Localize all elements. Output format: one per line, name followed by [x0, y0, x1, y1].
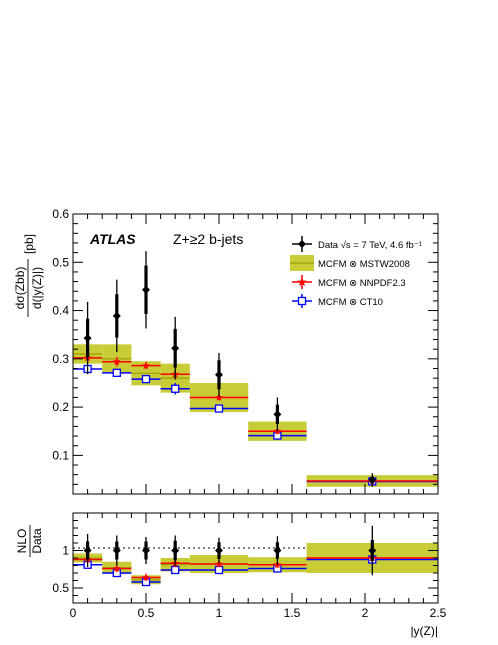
ratio-plot-frame — [72, 512, 439, 604]
main-nnpdf-marker-4 — [215, 393, 223, 401]
ratio-data-marker-1 — [112, 546, 121, 555]
main-y-tick-label: 0.6 — [52, 207, 69, 221]
atlas-label: ATLAS — [89, 231, 136, 247]
main-data-marker-3 — [171, 344, 180, 353]
y-axis-label-ratio-den: Data — [30, 528, 44, 554]
prediction-markers-main — [73, 353, 438, 486]
main-axis-ticks: 0.1 0.2 0.3 0.4 0.5 0.6 — [52, 207, 439, 495]
main-plot-frame — [72, 213, 439, 495]
y-axis-label-main-unit: [pb] — [22, 234, 36, 254]
ratio-nnpdf-marker-2 — [142, 573, 150, 581]
y-axis-label-ratio-num: NLO — [15, 529, 29, 554]
main-data-marker-6 — [368, 476, 377, 484]
y-axis-label-main-num: dσ(Zbb) — [13, 267, 27, 310]
main-nnpdf-marker-1 — [112, 357, 121, 366]
main-y-tick-label: 0.1 — [52, 448, 69, 462]
main-data-marker-2 — [142, 285, 150, 294]
ratio-data-marker-2 — [142, 546, 150, 555]
main-data-marker-5 — [273, 410, 282, 419]
legend-label-data: Data √s = 7 TeV, 4.6 fb⁻¹ — [318, 240, 422, 251]
main-y-tick-label: 0.4 — [52, 304, 69, 318]
main-data-marker-0 — [83, 334, 92, 343]
data-points-ratio — [83, 525, 377, 576]
x-tick-label: 1.5 — [284, 606, 301, 620]
y-axis-label-main: dσ(Zbb) d(|y(Z)|) [pb] — [13, 234, 44, 317]
x-tick-label: 0.5 — [138, 606, 155, 620]
ratio-data-marker-0 — [83, 546, 92, 555]
y-axis-label-main-den: d(|y(Z)|) — [30, 267, 44, 309]
ratio-y-tick-label: 1 — [62, 544, 69, 558]
main-ct10-marker-1 — [112, 368, 121, 377]
main-ct10-marker-2 — [141, 374, 151, 384]
x-axis-label: |y(Z)| — [410, 624, 438, 638]
ratio-nnpdf-marker-1 — [112, 564, 121, 572]
main-data-marker-1 — [112, 311, 121, 320]
ratio-y-tick-label: 0.5 — [52, 581, 69, 595]
legend-entry-mstw: MCFM ⊗ MSTW2008 — [290, 255, 410, 271]
x-tick-label: 2.5 — [430, 606, 447, 620]
main-y-tick-label: 0.2 — [52, 400, 69, 414]
main-nnpdf-marker-2 — [142, 361, 150, 369]
ratio-data-marker-3 — [171, 546, 180, 555]
mstw-bands-ratio — [73, 543, 438, 585]
main-ct10-marker-3 — [171, 384, 180, 393]
legend-label-mstw: MCFM ⊗ MSTW2008 — [318, 259, 410, 270]
legend-entry-nnpdf: MCFM ⊗ NNPDF2.3 — [292, 275, 406, 289]
ratio-nnpdf-marker-4 — [215, 559, 223, 568]
legend-label-ct10: MCFM ⊗ CT10 — [318, 297, 383, 308]
mstw-bands-main — [73, 344, 438, 487]
ratio-axis-ticks: 0 0.5 1 1.5 2 2.50.51 — [52, 512, 447, 620]
legend-entry-data: Data √s = 7 TeV, 4.6 fb⁻¹ — [292, 236, 422, 252]
ratio-ct10-marker-3 — [171, 565, 180, 575]
x-tick-label: 1 — [216, 606, 223, 620]
x-tick-label: 0 — [70, 606, 77, 620]
main-y-tick-label: 0.5 — [52, 255, 69, 269]
x-tick-label: 2 — [362, 606, 369, 620]
ratio-data-marker-5 — [273, 546, 282, 555]
main-y-tick-label: 0.3 — [52, 352, 69, 366]
process-label: Z+≥2 b-jets — [173, 231, 243, 247]
legend: Data √s = 7 TeV, 4.6 fb⁻¹ MCFM ⊗ MSTW200… — [290, 236, 422, 308]
legend-label-nnpdf: MCFM ⊗ NNPDF2.3 — [318, 278, 406, 289]
main-ct10-marker-4 — [214, 404, 224, 413]
data-points-main — [83, 251, 377, 487]
ratio-data-marker-4 — [215, 546, 223, 555]
y-axis-label-ratio: NLO Data — [15, 525, 44, 557]
ratio-ct10-marker-4 — [214, 565, 224, 575]
main-data-marker-4 — [215, 370, 223, 379]
ratio-data-marker-6 — [368, 546, 377, 555]
legend-entry-ct10: MCFM ⊗ CT10 — [292, 294, 383, 308]
